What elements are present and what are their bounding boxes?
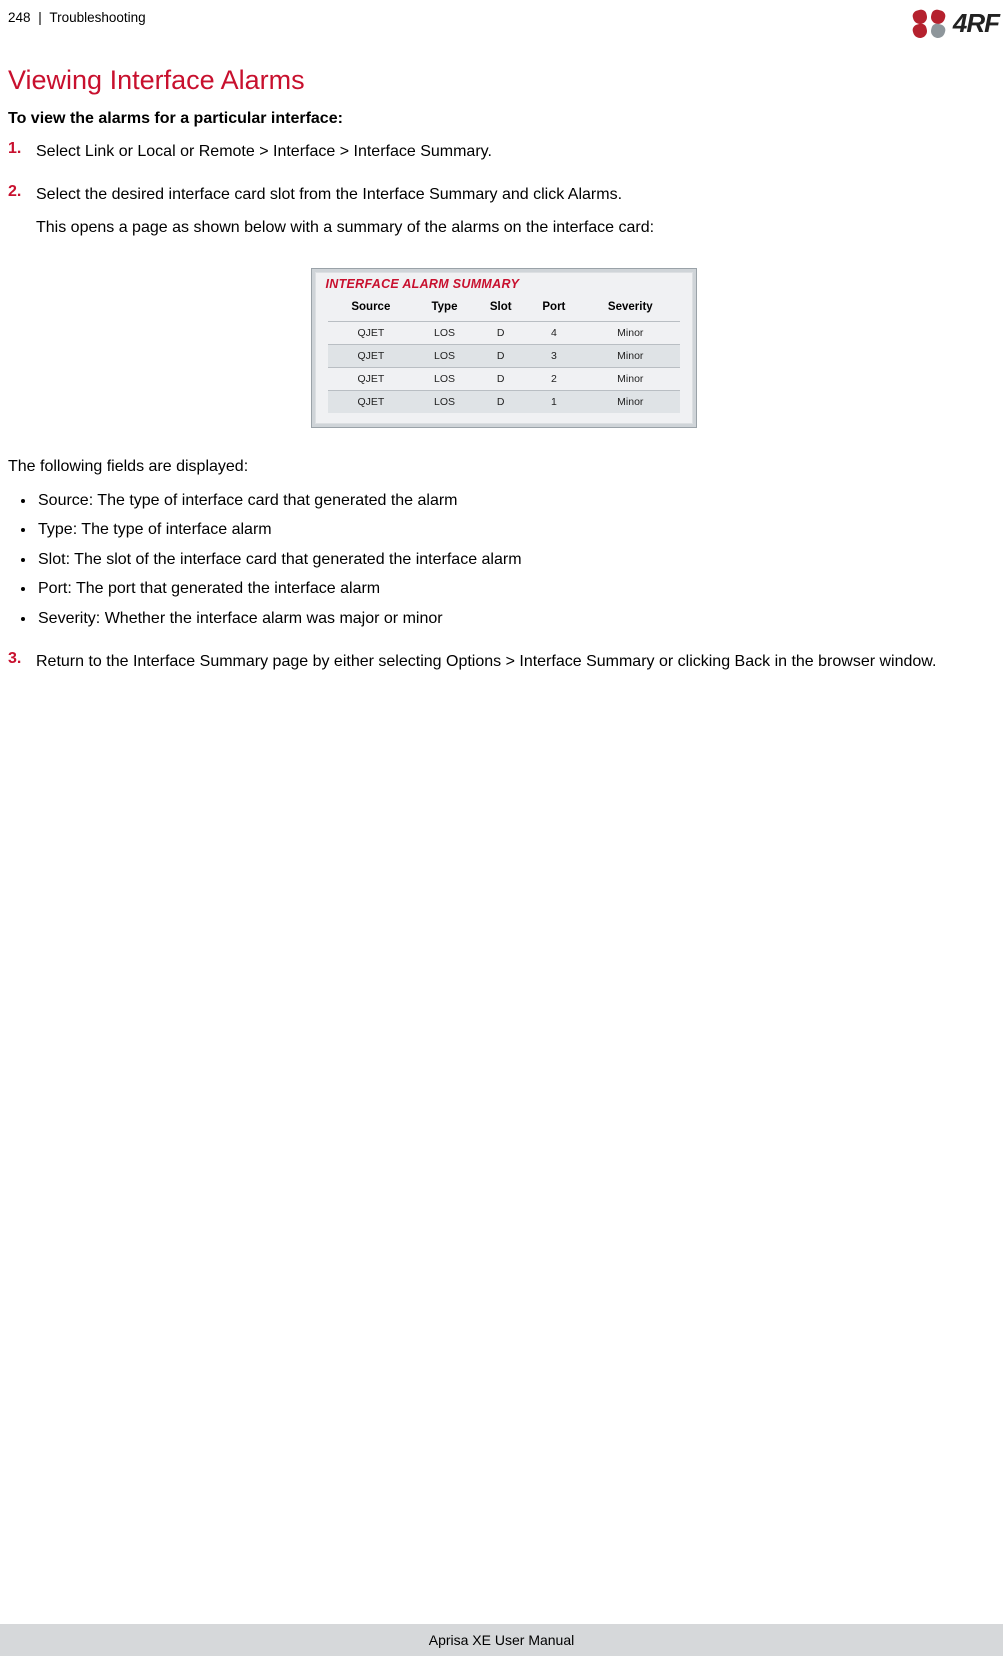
list-item: Severity: Whether the interface alarm wa…	[36, 606, 999, 632]
table-row: QJET LOS D 3 Minor	[328, 344, 680, 367]
step-text: Select the desired interface card slot f…	[36, 183, 999, 206]
fields-list: Source: The type of interface card that …	[36, 488, 999, 632]
step-text: Return to the Interface Summary page by …	[36, 650, 999, 673]
col-port: Port	[527, 297, 581, 322]
brand-logo: 4RF	[913, 8, 999, 39]
alarm-table: Source Type Slot Port Severity QJET LOS …	[328, 297, 680, 413]
header-left: 248 | Troubleshooting	[8, 8, 146, 25]
step-3: 3. Return to the Interface Summary page …	[8, 650, 999, 683]
table-header-row: Source Type Slot Port Severity	[328, 297, 680, 322]
step-text: Select Link or Local or Remote > Interfa…	[36, 140, 999, 163]
list-item: Slot: The slot of the interface card tha…	[36, 547, 999, 573]
header-sep: |	[38, 10, 42, 25]
cell: LOS	[414, 367, 475, 390]
step-number: 2.	[8, 183, 36, 249]
cell: LOS	[414, 321, 475, 344]
cell: D	[475, 344, 527, 367]
table-row: QJET LOS D 2 Minor	[328, 367, 680, 390]
list-item: Type: The type of interface alarm	[36, 517, 999, 543]
table-row: QJET LOS D 4 Minor	[328, 321, 680, 344]
page-header: 248 | Troubleshooting 4RF	[8, 8, 999, 39]
list-item: Source: The type of interface card that …	[36, 488, 999, 514]
logo-petals-icon	[913, 10, 947, 38]
screenshot-figure: INTERFACE ALARM SUMMARY Source Type Slot…	[8, 268, 999, 428]
cell: QJET	[328, 367, 415, 390]
cell: D	[475, 390, 527, 413]
cell: D	[475, 367, 527, 390]
col-severity: Severity	[581, 297, 679, 322]
cell: Minor	[581, 390, 679, 413]
page-number: 248	[8, 10, 31, 25]
fields-intro: The following fields are displayed:	[8, 458, 999, 476]
steps-list-cont: 3. Return to the Interface Summary page …	[8, 650, 999, 683]
col-type: Type	[414, 297, 475, 322]
cell: Minor	[581, 367, 679, 390]
cell: 1	[527, 390, 581, 413]
page-title: Viewing Interface Alarms	[8, 65, 999, 96]
step-text-2: This opens a page as shown below with a …	[36, 216, 999, 239]
cell: Minor	[581, 321, 679, 344]
card-title: INTERFACE ALARM SUMMARY	[316, 273, 692, 297]
logo-text: 4RF	[953, 8, 999, 39]
header-section: Troubleshooting	[49, 10, 145, 25]
cell: LOS	[414, 390, 475, 413]
cell: 3	[527, 344, 581, 367]
step-1: 1. Select Link or Local or Remote > Inte…	[8, 140, 999, 173]
cell: LOS	[414, 344, 475, 367]
list-item: Port: The port that generated the interf…	[36, 576, 999, 602]
page-footer: Aprisa XE User Manual	[0, 1624, 1003, 1656]
table-row: QJET LOS D 1 Minor	[328, 390, 680, 413]
step-number: 1.	[8, 140, 36, 173]
cell: QJET	[328, 390, 415, 413]
interface-alarm-summary-card: INTERFACE ALARM SUMMARY Source Type Slot…	[311, 268, 697, 428]
col-slot: Slot	[475, 297, 527, 322]
step-number: 3.	[8, 650, 36, 683]
cell: 2	[527, 367, 581, 390]
footer-text: Aprisa XE User Manual	[429, 1632, 575, 1648]
instruction-subhead: To view the alarms for a particular inte…	[8, 110, 999, 128]
cell: QJET	[328, 321, 415, 344]
cell: Minor	[581, 344, 679, 367]
cell: D	[475, 321, 527, 344]
cell: QJET	[328, 344, 415, 367]
cell: 4	[527, 321, 581, 344]
steps-list: 1. Select Link or Local or Remote > Inte…	[8, 140, 999, 250]
step-2: 2. Select the desired interface card slo…	[8, 183, 999, 249]
col-source: Source	[328, 297, 415, 322]
